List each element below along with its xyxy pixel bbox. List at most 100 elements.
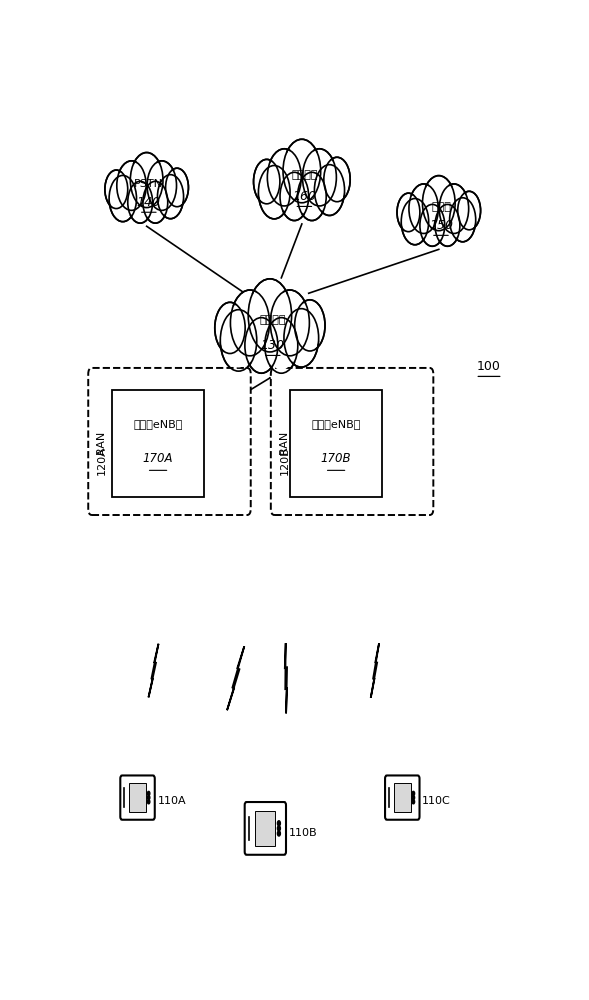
Text: 170A: 170A bbox=[143, 452, 173, 465]
Text: 120A: 120A bbox=[97, 446, 107, 475]
Circle shape bbox=[143, 181, 168, 223]
Circle shape bbox=[412, 796, 415, 800]
Circle shape bbox=[149, 164, 175, 207]
Circle shape bbox=[106, 172, 127, 206]
Circle shape bbox=[270, 290, 309, 356]
Polygon shape bbox=[148, 644, 158, 697]
Circle shape bbox=[128, 181, 153, 223]
Circle shape bbox=[230, 290, 269, 356]
Circle shape bbox=[147, 796, 150, 800]
FancyBboxPatch shape bbox=[120, 775, 155, 820]
Circle shape bbox=[273, 294, 307, 352]
Polygon shape bbox=[285, 643, 287, 713]
Circle shape bbox=[167, 170, 187, 204]
Circle shape bbox=[215, 302, 245, 354]
Circle shape bbox=[451, 200, 474, 239]
Circle shape bbox=[233, 294, 267, 352]
Circle shape bbox=[299, 175, 325, 218]
Circle shape bbox=[439, 184, 469, 233]
Circle shape bbox=[105, 170, 128, 209]
Circle shape bbox=[412, 791, 415, 796]
Circle shape bbox=[441, 187, 467, 231]
FancyBboxPatch shape bbox=[290, 389, 382, 497]
Circle shape bbox=[280, 172, 309, 221]
Circle shape bbox=[421, 207, 443, 244]
Circle shape bbox=[129, 184, 151, 221]
Bar bbox=[255, 811, 276, 846]
Circle shape bbox=[285, 143, 319, 199]
Circle shape bbox=[325, 160, 349, 199]
Text: 110B: 110B bbox=[289, 828, 317, 838]
Circle shape bbox=[283, 139, 320, 203]
Circle shape bbox=[109, 175, 137, 222]
Text: 130: 130 bbox=[261, 339, 284, 352]
Circle shape bbox=[449, 198, 476, 242]
Circle shape bbox=[297, 172, 326, 221]
Text: 170B: 170B bbox=[321, 452, 352, 465]
Circle shape bbox=[282, 175, 307, 218]
Circle shape bbox=[220, 310, 257, 371]
Circle shape bbox=[277, 821, 280, 826]
Text: 其它网络: 其它网络 bbox=[291, 170, 317, 180]
Circle shape bbox=[411, 187, 436, 231]
Circle shape bbox=[265, 318, 298, 373]
FancyBboxPatch shape bbox=[271, 368, 434, 515]
Circle shape bbox=[144, 184, 166, 221]
Circle shape bbox=[436, 207, 458, 244]
Circle shape bbox=[435, 204, 460, 246]
Circle shape bbox=[324, 157, 350, 202]
Circle shape bbox=[255, 162, 279, 201]
Text: RAN: RAN bbox=[280, 428, 290, 455]
Text: 120B: 120B bbox=[280, 446, 290, 475]
Text: 核心网络: 核心网络 bbox=[260, 315, 286, 325]
Text: 150: 150 bbox=[429, 219, 453, 232]
Circle shape bbox=[315, 165, 345, 215]
Circle shape bbox=[267, 149, 301, 206]
Circle shape bbox=[130, 153, 163, 208]
Circle shape bbox=[409, 184, 438, 233]
Circle shape bbox=[286, 312, 316, 364]
Circle shape bbox=[253, 159, 280, 204]
Circle shape bbox=[401, 199, 429, 245]
FancyBboxPatch shape bbox=[385, 775, 419, 820]
Polygon shape bbox=[370, 643, 379, 698]
FancyBboxPatch shape bbox=[244, 802, 286, 855]
Circle shape bbox=[147, 800, 150, 804]
Circle shape bbox=[403, 201, 427, 242]
Circle shape bbox=[420, 204, 445, 246]
Circle shape bbox=[316, 168, 343, 212]
Circle shape bbox=[458, 191, 481, 230]
Circle shape bbox=[284, 309, 319, 367]
Circle shape bbox=[147, 791, 150, 796]
Circle shape bbox=[294, 300, 325, 351]
Text: PSTN: PSTN bbox=[134, 179, 163, 189]
Circle shape bbox=[305, 152, 335, 203]
Bar bbox=[394, 783, 411, 812]
Circle shape bbox=[166, 168, 188, 207]
Circle shape bbox=[245, 318, 278, 373]
Circle shape bbox=[259, 166, 290, 219]
Circle shape bbox=[117, 161, 146, 210]
Circle shape bbox=[118, 164, 144, 207]
FancyBboxPatch shape bbox=[112, 389, 204, 497]
Circle shape bbox=[223, 313, 254, 367]
Circle shape bbox=[425, 179, 453, 227]
Circle shape bbox=[248, 279, 292, 352]
Text: 100: 100 bbox=[477, 360, 501, 373]
Text: RAN: RAN bbox=[97, 428, 107, 455]
Circle shape bbox=[412, 800, 415, 804]
Circle shape bbox=[267, 321, 296, 370]
Text: 基站（eNB）: 基站（eNB） bbox=[312, 419, 361, 429]
Circle shape bbox=[147, 161, 177, 210]
Circle shape bbox=[459, 194, 479, 228]
Circle shape bbox=[397, 193, 420, 232]
Text: 因特网: 因特网 bbox=[431, 202, 451, 212]
Polygon shape bbox=[227, 646, 244, 710]
Circle shape bbox=[269, 152, 299, 203]
Circle shape bbox=[422, 176, 455, 231]
Text: 110C: 110C bbox=[422, 796, 451, 806]
Text: 110A: 110A bbox=[157, 796, 186, 806]
Circle shape bbox=[251, 283, 289, 348]
Circle shape bbox=[247, 321, 276, 370]
Text: 140: 140 bbox=[137, 196, 161, 209]
